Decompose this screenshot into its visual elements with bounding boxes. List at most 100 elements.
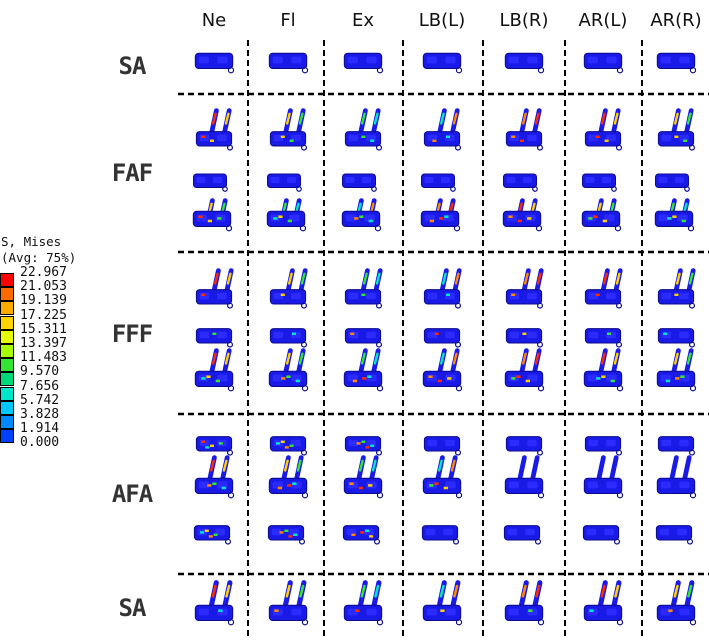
screw-rods <box>598 108 621 136</box>
legend-color-swatch <box>0 358 14 373</box>
vertebra-model <box>582 525 620 545</box>
legend-value: 7.656 <box>20 378 60 394</box>
legend-value: 3.828 <box>20 407 60 422</box>
vertebra-model <box>583 604 624 626</box>
vertebra-model <box>504 477 545 499</box>
legend-color-swatch <box>0 273 14 287</box>
screw-rods <box>282 580 307 610</box>
screw-rods <box>437 348 460 376</box>
screw-rods <box>209 348 232 376</box>
vertebra-model <box>504 604 545 626</box>
vertebra-model <box>342 173 377 192</box>
screw-rods <box>283 108 306 136</box>
legend-color-swatch <box>0 415 14 429</box>
screw-rods <box>518 580 543 610</box>
vertebra-model <box>423 436 462 456</box>
vertebra-model <box>423 289 462 309</box>
legend-title: S, Mises <box>1 234 62 249</box>
vertebra-model <box>584 289 622 309</box>
vertebra-model <box>584 436 622 456</box>
vertebra-model <box>269 436 308 456</box>
vertebra-model <box>194 52 235 74</box>
vertebra-model <box>344 131 383 151</box>
vertebra-model <box>655 525 693 545</box>
screw-rods <box>208 580 233 610</box>
vertebra-model <box>656 604 697 626</box>
screw-rods <box>517 455 540 483</box>
vertebra-model <box>505 289 543 309</box>
legend-color-swatch <box>0 315 14 330</box>
legend-value: 1.914 <box>20 421 60 437</box>
vertebra-model <box>504 52 545 74</box>
column-header: Ex <box>351 10 375 31</box>
vertebra-model <box>582 173 617 192</box>
vertebra-model <box>420 210 461 232</box>
vertebra-model <box>584 328 622 348</box>
legend-value: 11.483 <box>20 350 67 366</box>
vertebra-model <box>268 604 309 626</box>
vertebra-model <box>343 370 384 392</box>
vertebra-model <box>583 477 624 499</box>
screw-rods <box>519 108 542 136</box>
legend-color-swatch <box>0 372 14 387</box>
vertebra-model <box>193 525 232 545</box>
vertebra-model <box>654 210 695 232</box>
vertebra-model <box>505 436 543 456</box>
screw-rods <box>281 455 304 483</box>
vertebra-model <box>657 436 695 456</box>
row-label: AFA <box>111 480 153 508</box>
screw-rods <box>356 455 379 483</box>
legend-color-swatch <box>0 386 14 401</box>
vertebra-model <box>266 210 307 232</box>
screw-rods <box>670 580 695 610</box>
vertebra-model <box>194 604 235 626</box>
vertebra-model <box>423 131 462 151</box>
screw-rods <box>519 348 542 376</box>
vertebra-model <box>269 328 308 348</box>
vertebra-model <box>503 173 538 192</box>
vertebra-model <box>502 210 543 232</box>
column-header: LB(R) <box>499 10 549 31</box>
screw-rods <box>671 348 694 376</box>
screw-rods <box>435 455 458 483</box>
legend-value: 0.000 <box>20 435 60 451</box>
legend-color-swatch <box>0 400 14 415</box>
vertebra-model <box>195 131 234 151</box>
vertebra-model <box>583 370 624 392</box>
vertebra-model <box>656 52 697 74</box>
vertebra-model <box>422 477 463 499</box>
screw-rods <box>598 348 621 376</box>
vertebra-model <box>503 525 541 545</box>
vertebra-model <box>195 289 234 309</box>
screw-rods <box>671 108 694 136</box>
vertebra-model <box>584 131 622 151</box>
column-header: AR(L) <box>578 10 628 31</box>
vertebra-model <box>267 525 306 545</box>
screw-rods <box>357 580 382 610</box>
vertebra-model <box>423 328 462 348</box>
vertebra-model <box>422 604 463 626</box>
screw-rods <box>207 455 230 483</box>
vertebra-model <box>343 52 384 74</box>
screw-rods <box>358 108 381 136</box>
vertebra-model <box>422 370 463 392</box>
vertebra-model <box>421 525 460 545</box>
vertebra-model <box>194 370 235 392</box>
vertebra-model <box>344 328 383 348</box>
vertebra-model <box>195 436 234 456</box>
legend-value: 21.053 <box>20 279 67 295</box>
vertebra-model <box>193 173 228 192</box>
vertebra-model <box>269 289 308 309</box>
vertebra-model <box>505 131 543 151</box>
vertebra-model <box>267 173 302 192</box>
vertebra-model <box>342 525 381 545</box>
legend-value: 19.139 <box>20 293 67 309</box>
row-label: FAF <box>111 159 153 187</box>
vertebra-model <box>583 52 624 74</box>
vertebra-model <box>344 289 383 309</box>
screw-rods <box>283 348 306 376</box>
column-header: Fl <box>280 10 296 31</box>
screw-rods <box>437 108 460 136</box>
legend-value: 17.225 <box>20 307 67 323</box>
